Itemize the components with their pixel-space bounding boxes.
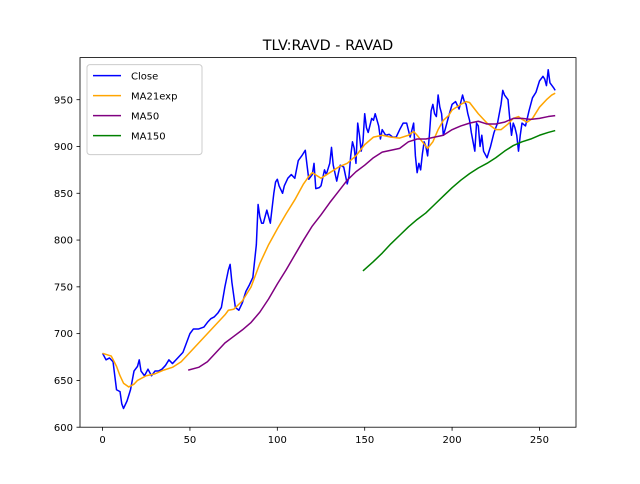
y-tick-label: 900 [54, 142, 73, 153]
y-tick-label: 850 [54, 189, 73, 200]
chart-title: TLV:RAVD - RAVAD [262, 38, 394, 54]
y-tick-label: 600 [54, 423, 73, 434]
x-tick-label: 150 [355, 435, 374, 446]
legend-label-close: Close [131, 72, 158, 83]
x-tick-label: 200 [443, 435, 462, 446]
y-axis: 600 650 700 750 800 850 900 950 [54, 95, 80, 434]
plot-lines [101, 69, 556, 410]
x-tick-label: 50 [184, 435, 197, 446]
legend-box [86, 64, 203, 156]
y-tick-label: 800 [54, 236, 73, 247]
y-tick-label: 750 [54, 282, 73, 293]
series-line-ma50 [187, 114, 556, 371]
series-line-ma150 [362, 129, 556, 272]
legend: Close MA21exp MA50 MA150 [86, 64, 203, 156]
x-tick-label: 250 [530, 435, 549, 446]
legend-label-ma50: MA50 [131, 112, 159, 123]
y-tick-label: 950 [54, 95, 73, 106]
x-axis: 0 50 100 150 200 250 [99, 427, 549, 446]
plot-frame [79, 57, 577, 428]
legend-label-ma21exp: MA21exp [131, 92, 177, 103]
legend-label-ma150: MA150 [131, 132, 166, 143]
y-tick-label: 650 [54, 376, 73, 387]
y-tick-label: 700 [54, 329, 73, 340]
series-line-ma21exp [102, 92, 556, 388]
x-tick-label: 100 [268, 435, 287, 446]
x-tick-label: 0 [99, 435, 105, 446]
